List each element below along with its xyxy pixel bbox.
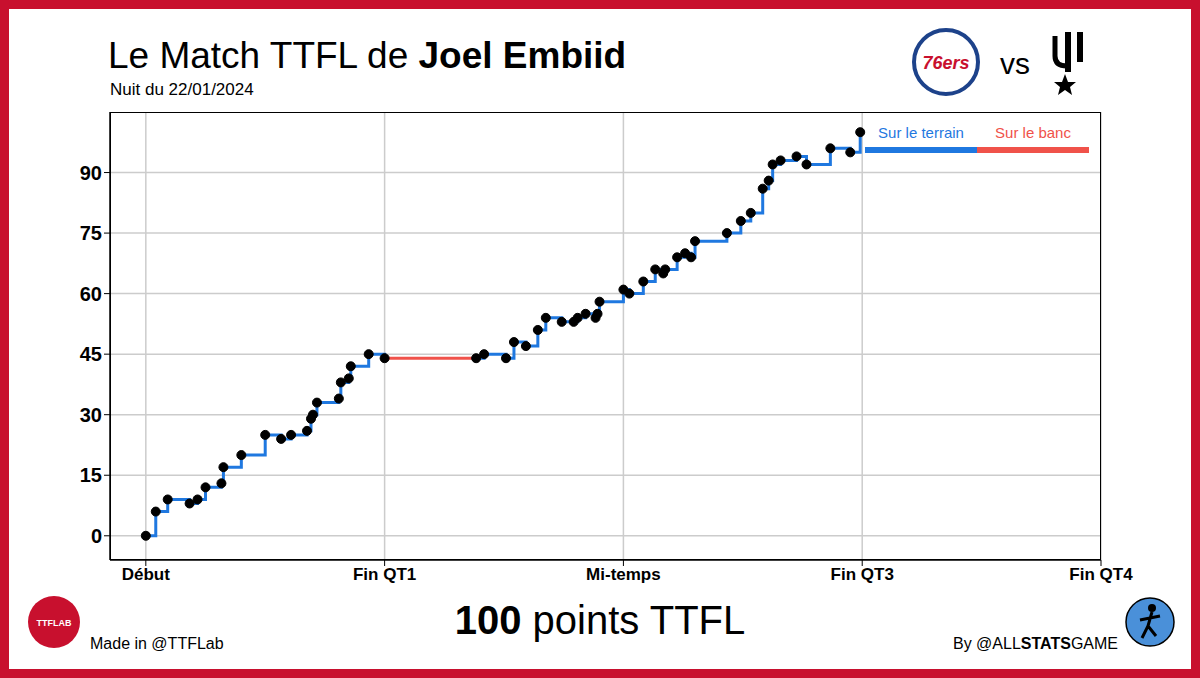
html-text:Sur le terrain: Sur le terrain: [878, 124, 964, 141]
svg-text:Fin QT1: Fin QT1: [353, 565, 416, 584]
svg-text:60: 60: [80, 283, 102, 305]
svg-text:TTFLAB: TTFLAB: [37, 618, 72, 628]
svg-text:Fin QT4: Fin QT4: [1069, 565, 1133, 584]
svg-text:Fin QT3: Fin QT3: [831, 565, 894, 584]
svg-text:30: 30: [80, 404, 102, 426]
svg-text:Mi-temps: Mi-temps: [586, 565, 661, 584]
svg-text:90: 90: [80, 162, 102, 184]
svg-text:Début: Début: [122, 565, 171, 584]
html-text:Le Match TTFL de Joel Embiid: Le Match TTFL de Joel Embiid: [108, 35, 627, 76]
svg-text:0: 0: [91, 525, 102, 547]
html-text:By @ALL STATS GAME: By @ALL STATS GAME: [953, 635, 1118, 652]
svg-text:45: 45: [80, 343, 102, 365]
html-text:Nuit du 22/01/2024: Nuit du 22/01/2024: [110, 80, 254, 99]
svg-text:76ers: 76ers: [922, 53, 969, 73]
svg-text:15: 15: [80, 464, 102, 486]
html-text:Made in @TTFLab: Made in @TTFLab: [90, 635, 224, 652]
svg-text:vs: vs: [1000, 47, 1030, 80]
svg-text:75: 75: [80, 222, 102, 244]
html-text:Sur le banc: Sur le banc: [995, 124, 1071, 141]
html-text:100 points TTFL: 100 points TTFL: [454, 598, 746, 642]
